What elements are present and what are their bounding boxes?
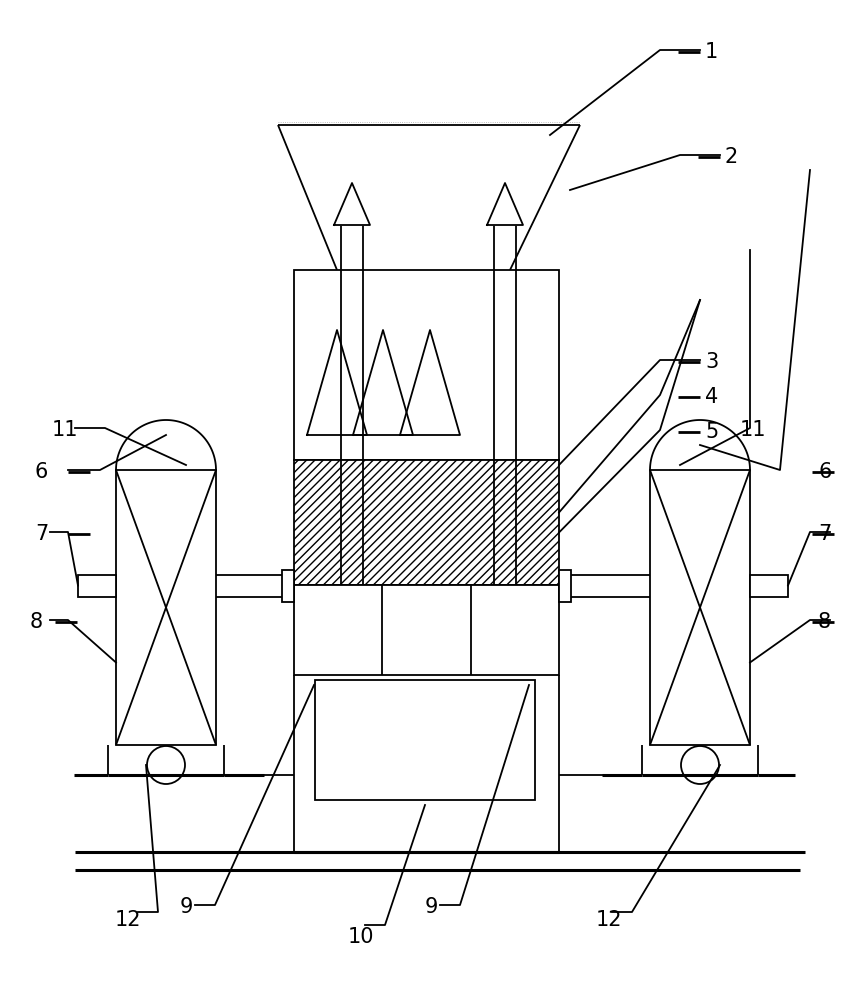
Text: 10: 10 [348, 927, 374, 947]
Bar [650, 470, 750, 745]
Text: 4: 4 [705, 387, 718, 407]
Bar [750, 574, 788, 596]
Text: 2: 2 [725, 147, 739, 167]
Text: 12: 12 [596, 910, 622, 930]
Bar [559, 570, 571, 601]
Bar [294, 585, 559, 675]
Bar [282, 570, 294, 601]
Text: 7: 7 [818, 524, 832, 544]
Text: 12: 12 [115, 910, 141, 930]
Bar [78, 574, 116, 596]
Text: 7: 7 [35, 524, 49, 544]
Bar [294, 270, 559, 460]
Text: 9: 9 [425, 897, 438, 917]
Text: 6: 6 [818, 462, 832, 482]
Bar [315, 680, 535, 800]
Text: 8: 8 [30, 612, 43, 632]
Polygon shape [334, 183, 370, 225]
Text: 9: 9 [180, 897, 194, 917]
Text: 11: 11 [52, 420, 78, 440]
Text: 8: 8 [818, 612, 832, 632]
Bar [116, 470, 216, 745]
Text: 5: 5 [705, 422, 718, 442]
Text: 1: 1 [705, 42, 718, 62]
Bar [294, 460, 559, 585]
Text: 6: 6 [35, 462, 49, 482]
Polygon shape [487, 183, 523, 225]
Text: 3: 3 [705, 352, 718, 372]
Text: 11: 11 [740, 420, 766, 440]
